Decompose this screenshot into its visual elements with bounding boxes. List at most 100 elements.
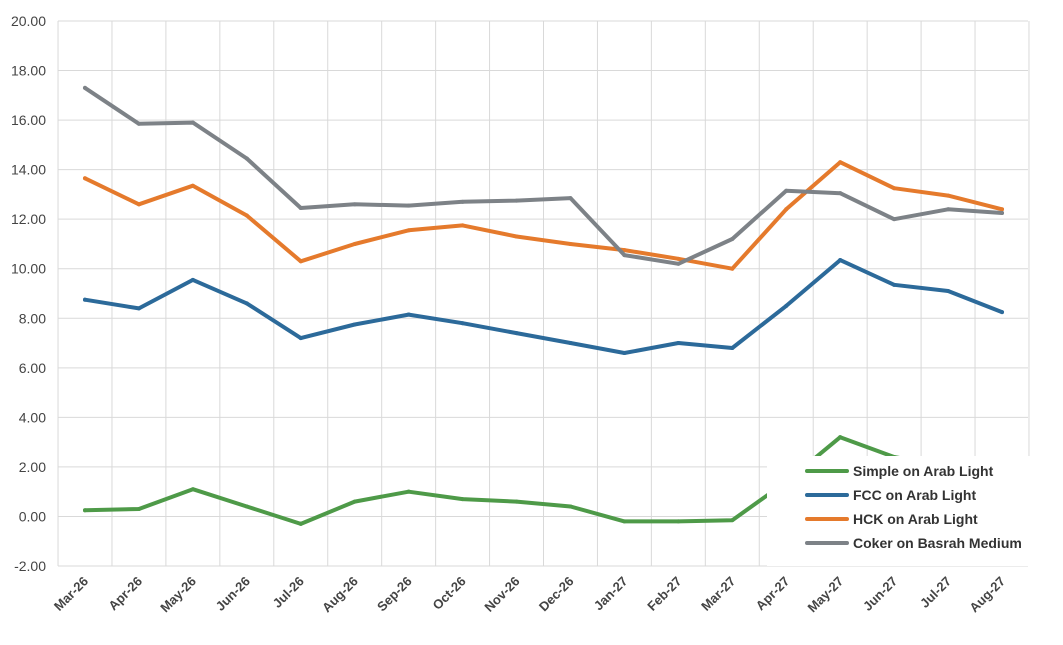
x-tick-label: May-27 xyxy=(805,574,847,616)
data-point xyxy=(892,217,897,222)
data-point xyxy=(730,346,735,350)
y-tick-label: -2.00 xyxy=(14,558,46,574)
y-tick-label: 18.00 xyxy=(11,63,46,79)
data-point xyxy=(136,202,141,207)
data-point xyxy=(514,234,519,239)
x-tick-label: Aug-27 xyxy=(966,574,1008,616)
data-point xyxy=(622,519,627,524)
data-point xyxy=(784,207,789,212)
data-point xyxy=(298,206,303,211)
data-point xyxy=(406,489,411,494)
legend-label: FCC on Arab Light xyxy=(853,487,976,503)
x-tick-label: Jul-26 xyxy=(270,574,307,611)
grid-lines xyxy=(57,20,1030,567)
data-point xyxy=(730,237,735,241)
data-point xyxy=(352,241,357,246)
legend-box xyxy=(767,456,1030,566)
data-point xyxy=(460,321,465,326)
x-tick-label: Jun-26 xyxy=(213,574,253,614)
x-tick-label: Jul-27 xyxy=(917,574,954,611)
data-point xyxy=(244,156,249,161)
data-point xyxy=(622,253,627,258)
data-point xyxy=(298,259,303,264)
x-tick-label: Sep-26 xyxy=(374,574,415,615)
data-point xyxy=(460,223,465,228)
data-point xyxy=(244,301,249,306)
data-point xyxy=(568,196,573,201)
series-line-0 xyxy=(83,435,1004,526)
data-point xyxy=(730,266,735,271)
data-point xyxy=(784,303,789,308)
x-tick-label: May-26 xyxy=(157,574,199,616)
data-point xyxy=(568,341,573,346)
data-point xyxy=(406,228,411,233)
x-tick-label: Jan-27 xyxy=(591,574,631,614)
series-group xyxy=(83,85,1004,526)
x-tick-label: Apr-26 xyxy=(105,574,145,614)
data-point xyxy=(1000,207,1004,212)
x-tick-label: Mar-26 xyxy=(51,574,91,614)
data-point xyxy=(838,258,843,263)
x-tick-label: Nov-26 xyxy=(481,574,522,615)
data-point xyxy=(1000,310,1004,315)
y-tick-label: 6.00 xyxy=(19,360,46,376)
y-tick-label: 14.00 xyxy=(11,162,46,178)
data-point xyxy=(946,193,951,198)
data-point xyxy=(190,277,195,282)
data-point xyxy=(784,188,789,193)
data-point xyxy=(83,176,87,181)
y-tick-label: 10.00 xyxy=(11,261,46,277)
series-line-1 xyxy=(83,258,1004,355)
data-point xyxy=(298,336,303,341)
data-point xyxy=(568,504,573,509)
data-point xyxy=(83,297,87,302)
data-point xyxy=(838,435,843,440)
data-point xyxy=(514,198,519,203)
legend: Simple on Arab Light FCC on Arab Light HCK… xyxy=(767,456,1030,566)
data-point xyxy=(352,322,357,327)
y-tick-label: 20.00 xyxy=(11,13,46,29)
x-tick-label: Feb-27 xyxy=(644,574,684,614)
data-point xyxy=(838,191,843,196)
data-point xyxy=(622,350,627,355)
data-point xyxy=(1000,210,1004,215)
y-tick-label: 2.00 xyxy=(19,459,46,475)
data-point xyxy=(460,199,465,204)
data-point xyxy=(568,241,573,246)
data-point xyxy=(244,213,249,218)
data-point xyxy=(730,518,735,523)
data-point xyxy=(676,341,681,346)
data-point xyxy=(190,120,195,125)
data-point xyxy=(838,160,843,165)
y-tick-label: 0.00 xyxy=(19,508,46,524)
data-point xyxy=(514,331,519,336)
y-tick-label: 12.00 xyxy=(11,211,46,227)
y-tick-label: 8.00 xyxy=(19,310,46,326)
data-point xyxy=(352,202,357,207)
x-tick-label: Aug-26 xyxy=(319,574,361,616)
data-point xyxy=(406,312,411,317)
x-axis: Mar-26 Apr-26 May-26 Jun-26 Jul-26 Aug-26 Sep-… xyxy=(51,574,1008,616)
x-tick-label: Dec-26 xyxy=(536,574,577,615)
series-line-2 xyxy=(83,160,1004,271)
data-point xyxy=(676,256,681,261)
data-point xyxy=(406,203,411,208)
y-tick-label: 4.00 xyxy=(19,409,46,425)
data-point xyxy=(946,207,951,212)
data-point xyxy=(352,499,357,504)
data-point xyxy=(946,289,951,294)
data-point xyxy=(892,282,897,287)
data-point xyxy=(460,497,465,502)
data-point xyxy=(190,487,195,492)
data-point xyxy=(244,504,249,509)
data-point xyxy=(892,186,897,191)
data-point xyxy=(298,521,303,526)
x-tick-label: Apr-27 xyxy=(753,574,793,614)
data-point xyxy=(676,261,681,266)
data-point xyxy=(136,306,141,311)
x-tick-label: Jun-27 xyxy=(860,574,900,614)
series-line-3 xyxy=(83,85,1004,266)
y-axis: -2.00 0.00 2.00 4.00 6.00 8.00 10.00 12.00 14.00… xyxy=(11,13,46,574)
x-tick-label: Mar-27 xyxy=(698,574,738,614)
